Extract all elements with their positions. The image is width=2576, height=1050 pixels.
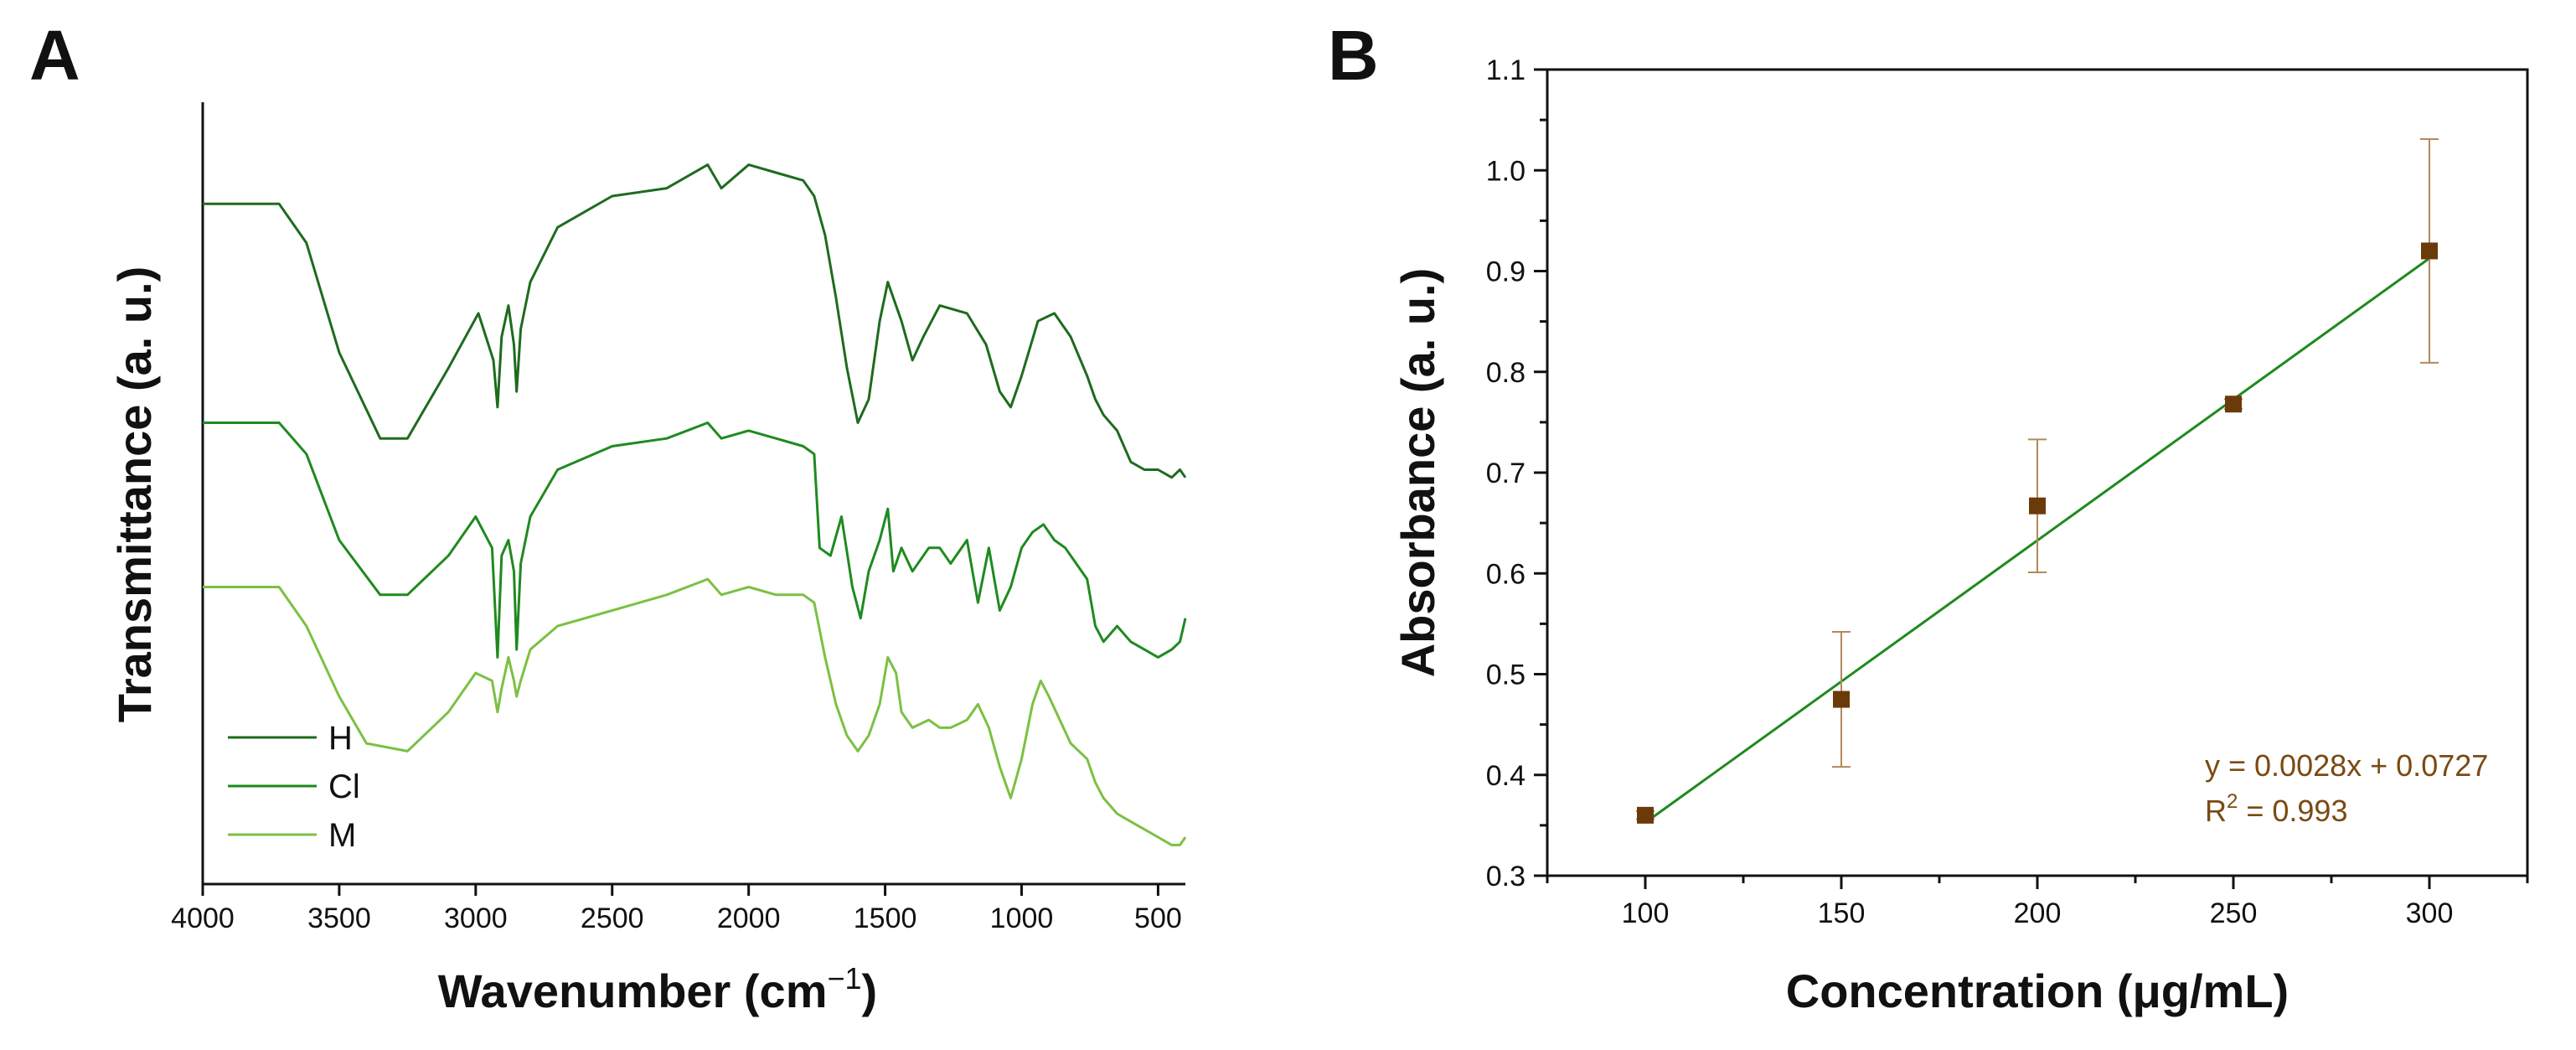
- panel-a-legend: H Cl M: [228, 720, 360, 854]
- panel-a-letter: A: [29, 16, 80, 95]
- b-x-tick-label: 150: [1818, 897, 1866, 929]
- a-x-tick-label: 3000: [444, 903, 508, 934]
- b-y-tick-label: 0.5: [1486, 659, 1525, 691]
- b-y-tick-label: 0.8: [1486, 357, 1525, 389]
- data-point: [2225, 396, 2242, 413]
- panel-b-letter: B: [1328, 16, 1379, 95]
- data-point: [1833, 691, 1850, 708]
- b-y-tick-label: 0.3: [1486, 861, 1525, 892]
- a-x-tick-label: 1500: [854, 903, 917, 934]
- b-x-tick-label: 200: [2014, 897, 2062, 929]
- b-y-tick-label: 0.6: [1486, 558, 1525, 590]
- a-x-tick-label: 3500: [307, 903, 371, 934]
- a-x-tick-label: 2500: [581, 903, 644, 934]
- panel-b-points: [1637, 242, 2438, 824]
- data-point: [2421, 242, 2438, 260]
- a-x-tick-label: 2000: [717, 903, 781, 934]
- b-x-tick-label: 300: [2406, 897, 2454, 929]
- panel-b-error-bars: [1636, 137, 2439, 820]
- a-x-tick-label: 4000: [171, 903, 235, 934]
- panel-b-x-axis-title: Concentration (μg/mL): [1786, 965, 2289, 1017]
- panel-a-x-axis-title: Wavenumber (cm−1): [438, 961, 877, 1017]
- b-y-tick-label: 1.0: [1486, 155, 1525, 187]
- spectrum-line-h: [203, 163, 1187, 479]
- a-x-tick-label: 1000: [990, 903, 1054, 934]
- b-y-tick-label: 1.1: [1486, 54, 1525, 86]
- legend-label-h: H: [328, 720, 353, 757]
- spectrum-line-cl: [203, 422, 1187, 659]
- legend-label-m: M: [328, 817, 356, 854]
- panel-a: A 4000 3500 3000 2500 2000 1500 1000 500 Wavenu…: [29, 16, 1187, 1017]
- panel-b-y-axis-title: Absorbance (a. u.): [1391, 268, 1444, 678]
- panel-a-x-tick-labels: 4000 3500 3000 2500 2000 1500 1000 500: [171, 903, 1182, 934]
- data-point: [2029, 497, 2046, 515]
- legend-label-cl: Cl: [328, 768, 360, 805]
- b-y-tick-label: 0.4: [1486, 760, 1525, 792]
- b-x-tick-label: 100: [1622, 897, 1670, 929]
- data-point: [1637, 806, 1654, 824]
- fit-r2: R2 = 0.993: [2205, 790, 2347, 828]
- fit-equation: y = 0.0028x + 0.0727: [2205, 748, 2488, 783]
- panel-b: B 100 150 200 250 300 0.3 0.4 0.5 0.6 0.7 0.8 0.9 1.…: [1328, 16, 2529, 1017]
- spectrum-line-m: [203, 577, 1187, 846]
- a-x-tick-label: 500: [1134, 903, 1182, 934]
- panel-b-tick-labels: 100 150 200 250 300 0.3 0.4 0.5 0.6 0.7 0.8 0.9 1.0 1…: [1486, 54, 2454, 929]
- panel-b-ticks: [1534, 68, 2529, 889]
- b-x-tick-label: 250: [2210, 897, 2258, 929]
- panel-a-y-axis-title: Transmittance (a. u.): [108, 266, 161, 723]
- panel-a-x-ticks: [201, 884, 1159, 896]
- panel-a-series: [203, 163, 1187, 846]
- b-y-tick-label: 0.7: [1486, 458, 1525, 489]
- b-y-tick-label: 0.9: [1486, 256, 1525, 288]
